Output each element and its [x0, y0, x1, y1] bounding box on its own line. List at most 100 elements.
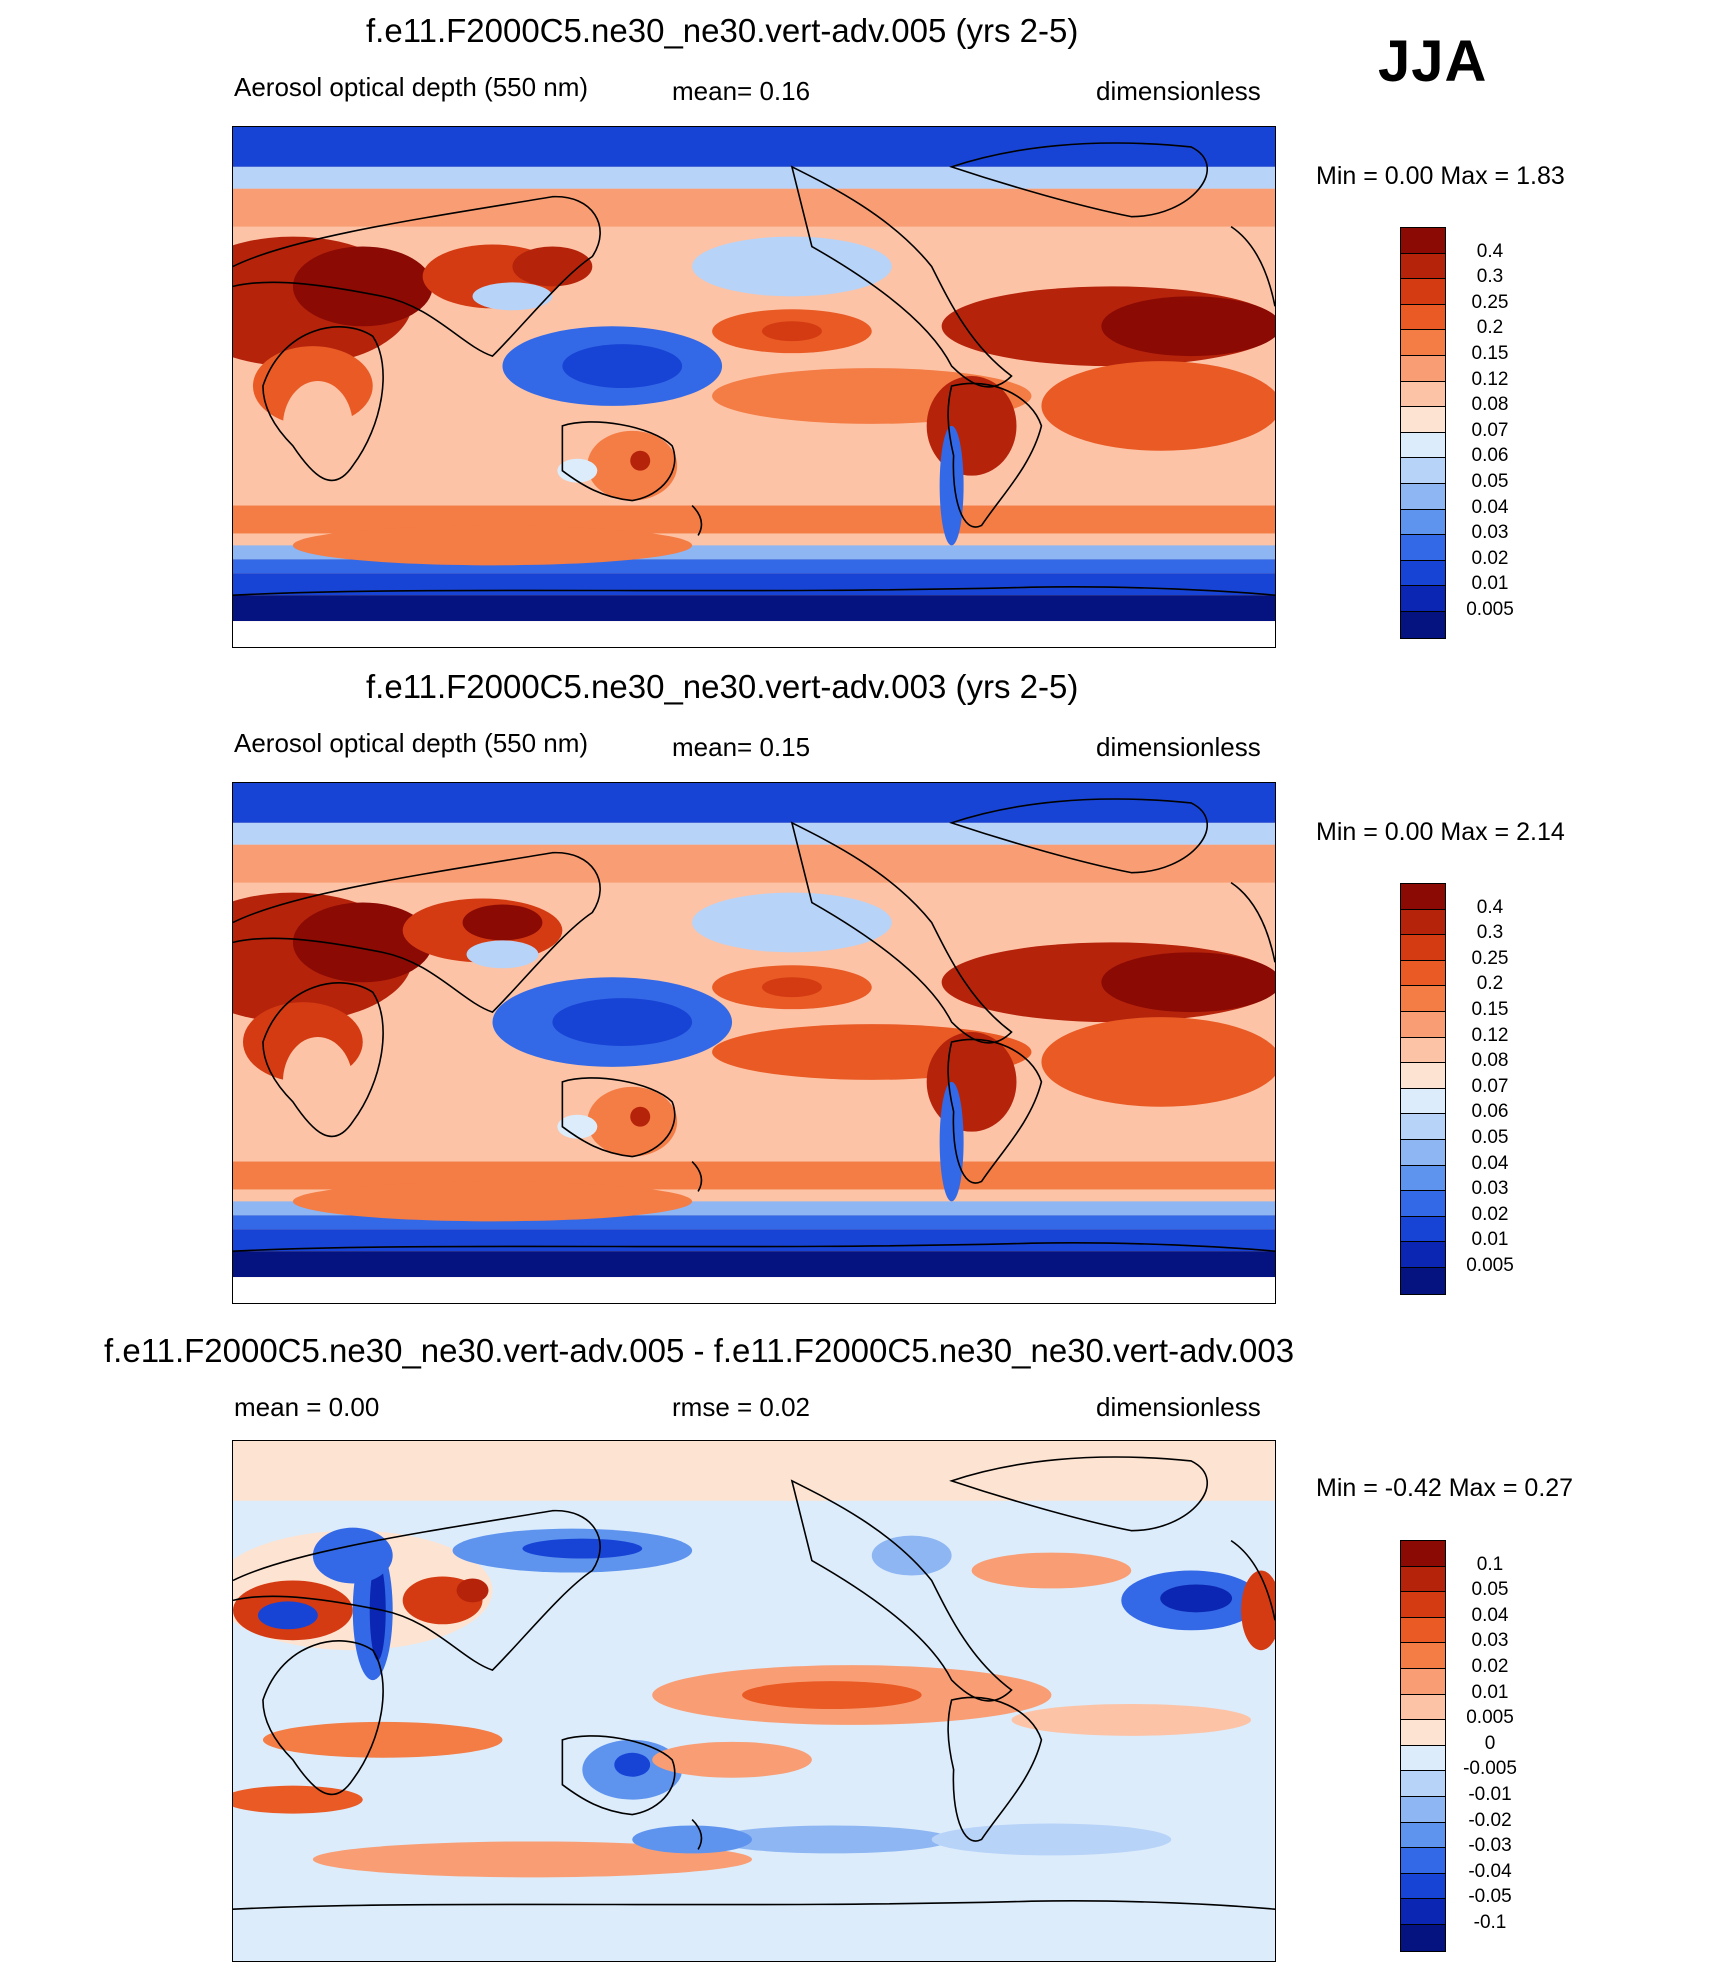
colorbar-tick-label: 0	[1484, 1732, 1496, 1754]
colorbar-swatch	[1401, 355, 1445, 382]
colorbar-tick-label: 0.03	[1471, 522, 1509, 544]
colorbar-swatch	[1401, 1822, 1445, 1849]
colorbar-swatch	[1401, 1873, 1445, 1900]
colorbar-swatch	[1401, 884, 1445, 910]
colorbar-swatch	[1401, 330, 1445, 356]
colorbar-tick-label: 0.07	[1471, 419, 1509, 441]
panel-title: f.e11.F2000C5.ne30_ne30.vert-adv.005 (yr…	[366, 12, 1079, 49]
colorbar-tick-label: 0.06	[1471, 1101, 1509, 1123]
colorbar-swatch	[1401, 509, 1445, 536]
colorbar-tick-label: -0.005	[1463, 1758, 1517, 1780]
colorbar-swatch	[1401, 1617, 1445, 1644]
colorbar-swatch	[1401, 1643, 1445, 1669]
mean-label: mean= 0.15	[672, 732, 811, 762]
colorbar-swatch	[1401, 1771, 1445, 1797]
colorbar-tick-label: 0.05	[1471, 1127, 1509, 1148]
colorbar-tick-label: 0.04	[1471, 1604, 1509, 1626]
colorbar-swatch	[1401, 1165, 1445, 1192]
colorbar-tick-label: 0.25	[1471, 291, 1509, 313]
colorbar-swatch	[1401, 1037, 1445, 1064]
panel-title: f.e11.F2000C5.ne30_ne30.vert-adv.003 (yr…	[366, 668, 1079, 705]
colorbar-swatch	[1401, 560, 1445, 587]
colorbar-tick-label: 0.3	[1476, 266, 1504, 288]
colorbar-tick-label: 0.08	[1471, 1050, 1509, 1072]
colorbar-swatch	[1401, 1063, 1445, 1089]
colorbar-swatch	[1401, 483, 1445, 510]
colorbar-tick-label: 0.05	[1471, 471, 1509, 492]
units-label: dimensionless	[1096, 76, 1261, 106]
colorbar-tick-label: 0.12	[1471, 368, 1509, 390]
colorbar	[1400, 1540, 1446, 1952]
colorbar-tick-label: 0.02	[1471, 547, 1509, 569]
colorbar-tick-label: 0.15	[1471, 999, 1509, 1020]
colorbar-tick-label: 0.03	[1471, 1178, 1509, 1200]
colorbar-tick-label: 0.02	[1471, 1656, 1509, 1677]
colorbar-swatch	[1401, 611, 1445, 638]
colorbar-tick-label: 0.03	[1471, 1630, 1509, 1652]
mean-label: mean= 0.16	[672, 76, 811, 106]
colorbar-tick-label: 0.08	[1471, 394, 1509, 416]
colorbar-tick-label: 0.25	[1471, 947, 1509, 969]
colorbar-swatch	[1401, 1848, 1445, 1874]
colorbar-tick-label: 0.1	[1476, 1553, 1504, 1575]
colorbar-tick-label: 0.04	[1471, 1152, 1509, 1174]
colorbar-swatch	[1401, 960, 1445, 987]
colorbar-tick-label: 0.4	[1476, 240, 1504, 262]
colorbar-tick-label: 0.005	[1466, 599, 1514, 620]
colorbar-swatch	[1401, 1694, 1445, 1721]
colorbar-tick-label: 0.01	[1471, 1229, 1509, 1251]
units-label: dimensionless	[1096, 732, 1261, 762]
variable-label: Aerosol optical depth (550 nm)	[234, 728, 589, 758]
colorbar-swatch	[1401, 1796, 1445, 1823]
aod-map	[232, 126, 1276, 648]
colorbar-swatch	[1401, 1745, 1445, 1772]
colorbar-swatch	[1401, 1114, 1445, 1140]
colorbar-tick-label: 0.01	[1471, 573, 1509, 595]
colorbar-swatch	[1401, 228, 1445, 254]
colorbar-swatch	[1401, 1899, 1445, 1925]
colorbar-swatch	[1401, 1924, 1445, 1951]
colorbar-swatch	[1401, 1541, 1445, 1567]
rmse-label: rmse = 0.02	[672, 1392, 811, 1422]
colorbar-swatch	[1401, 407, 1445, 433]
colorbar-swatch	[1401, 381, 1445, 408]
colorbar-swatch	[1401, 1566, 1445, 1593]
colorbar-swatch	[1401, 279, 1445, 305]
difference-map	[232, 1440, 1276, 1962]
panel-title: f.e11.F2000C5.ne30_ne30.vert-adv.005 - f…	[104, 1332, 1295, 1369]
colorbar-swatch	[1401, 1088, 1445, 1115]
season-label: JJA	[1378, 29, 1488, 94]
colorbar-swatch	[1401, 986, 1445, 1012]
units-label: dimensionless	[1096, 1392, 1261, 1422]
colorbar-tick-label: 0.2	[1476, 317, 1504, 339]
colorbar-swatch	[1401, 1720, 1445, 1746]
difference-map-field	[233, 1441, 1275, 1961]
colorbar-tick-label: -0.01	[1468, 1784, 1512, 1805]
colorbar-tick-label: 0.07	[1471, 1075, 1509, 1097]
mean-label: mean = 0.00	[234, 1392, 380, 1422]
colorbar-tick-label: 0.05	[1471, 1579, 1509, 1601]
colorbar-swatch	[1401, 458, 1445, 484]
colorbar-swatch	[1401, 1242, 1445, 1268]
colorbar-tick-label: -0.02	[1468, 1809, 1512, 1831]
minmax-label: Min = -0.42 Max = 0.27	[1316, 1474, 1574, 1502]
colorbar-tick-label: 0.15	[1471, 343, 1509, 364]
colorbar-swatch	[1401, 1668, 1445, 1695]
colorbar	[1400, 883, 1446, 1295]
variable-label: Aerosol optical depth (550 nm)	[234, 72, 589, 102]
colorbar-tick-label: 0.3	[1476, 922, 1504, 944]
colorbar-swatch	[1401, 432, 1445, 459]
colorbar-swatch	[1401, 935, 1445, 961]
colorbar-swatch	[1401, 909, 1445, 936]
colorbar-swatch	[1401, 1216, 1445, 1243]
colorbar-tick-label: 0.2	[1476, 973, 1504, 995]
colorbar-tick-label: 0.005	[1466, 1707, 1514, 1729]
aod-map-field	[233, 783, 1275, 1303]
colorbar	[1400, 227, 1446, 639]
colorbar-tick-label: 0.04	[1471, 496, 1509, 518]
colorbar-swatch	[1401, 304, 1445, 331]
colorbar-tick-label: -0.04	[1468, 1860, 1512, 1882]
colorbar-tick-label: 0.02	[1471, 1203, 1509, 1225]
colorbar-swatch	[1401, 1139, 1445, 1166]
colorbar-swatch	[1401, 1191, 1445, 1217]
